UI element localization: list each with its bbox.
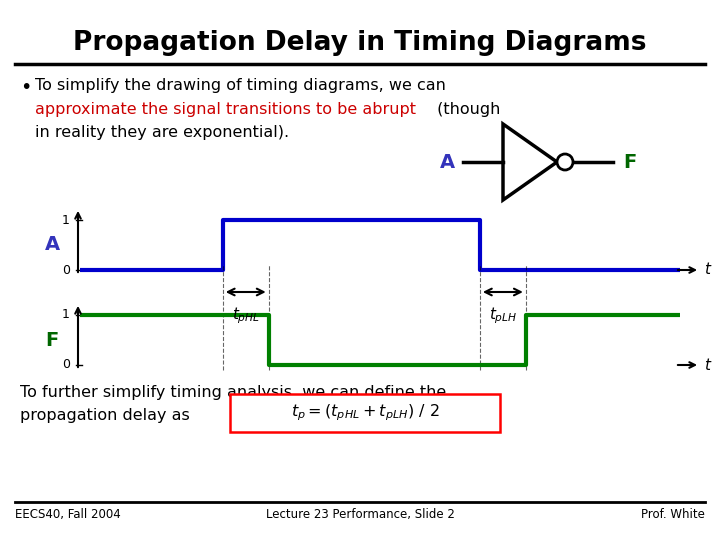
Text: Lecture 23 Performance, Slide 2: Lecture 23 Performance, Slide 2 bbox=[266, 508, 454, 521]
Text: EECS40, Fall 2004: EECS40, Fall 2004 bbox=[15, 508, 121, 521]
Text: Prof. White: Prof. White bbox=[641, 508, 705, 521]
Text: 1: 1 bbox=[62, 213, 70, 226]
FancyBboxPatch shape bbox=[230, 394, 500, 432]
Text: 0: 0 bbox=[62, 359, 70, 372]
Text: $t_{pLH}$: $t_{pLH}$ bbox=[489, 305, 517, 326]
Text: propagation delay as: propagation delay as bbox=[20, 408, 190, 423]
Text: approximate the signal transitions to be abrupt: approximate the signal transitions to be… bbox=[35, 102, 416, 117]
Text: F: F bbox=[45, 330, 58, 349]
Text: in reality they are exponential).: in reality they are exponential). bbox=[35, 125, 289, 140]
Text: Propagation Delay in Timing Diagrams: Propagation Delay in Timing Diagrams bbox=[73, 30, 647, 56]
Text: A: A bbox=[45, 235, 60, 254]
Text: $t_p = (t_{pHL} + t_{pLH})\ /\ 2$: $t_p = (t_{pHL} + t_{pLH})\ /\ 2$ bbox=[291, 403, 439, 423]
Text: t: t bbox=[704, 262, 710, 278]
Text: t: t bbox=[704, 357, 710, 373]
Text: To simplify the drawing of timing diagrams, we can: To simplify the drawing of timing diagra… bbox=[35, 78, 446, 93]
Text: (though: (though bbox=[432, 102, 500, 117]
Text: 0: 0 bbox=[62, 264, 70, 276]
Circle shape bbox=[557, 154, 573, 170]
Text: •: • bbox=[20, 78, 32, 97]
Text: A: A bbox=[440, 152, 455, 172]
Text: $t_{pHL}$: $t_{pHL}$ bbox=[232, 305, 260, 326]
Text: 1: 1 bbox=[62, 308, 70, 321]
Text: To further simplify timing analysis, we can define the: To further simplify timing analysis, we … bbox=[20, 385, 446, 400]
Text: F: F bbox=[623, 152, 636, 172]
